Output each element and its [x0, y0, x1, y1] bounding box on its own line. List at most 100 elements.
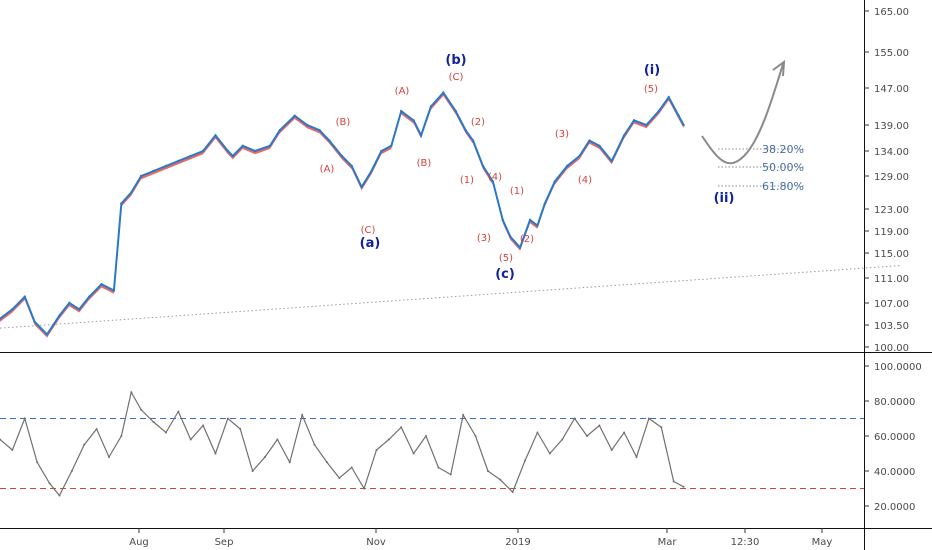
oscillator-tick-label: 80.0000: [874, 397, 915, 408]
wave-label-minor: (B): [336, 117, 351, 128]
price-point: [226, 149, 230, 153]
wave-label-minor: (C): [449, 72, 464, 83]
time-tick-label: May: [812, 537, 833, 548]
oscillator-point: [189, 438, 192, 441]
price-point: [318, 129, 321, 132]
price-point: [632, 119, 636, 122]
price-range-band[interactable]: [0, 92, 684, 338]
price-point: [278, 129, 282, 132]
oscillator-point: [585, 435, 588, 437]
oscillator-point: [276, 438, 279, 441]
oscillator-point: [338, 477, 341, 479]
price-tick-label: 103.50: [874, 321, 909, 332]
price-point: [328, 139, 331, 142]
price-point: [231, 154, 235, 158]
price-point: [87, 295, 91, 298]
price-point: [139, 174, 143, 178]
price-point: [528, 218, 532, 222]
price-point: [268, 144, 272, 147]
price-point: [68, 301, 71, 305]
oscillator-point: [437, 466, 440, 469]
price-point: [78, 308, 81, 311]
oscillator-point: [635, 456, 638, 458]
oscillator-tick-label: 40.0000: [874, 467, 915, 478]
projection-curve: [701, 63, 784, 165]
oscillator-point: [239, 428, 242, 430]
wave-label-major: (i): [644, 63, 660, 78]
price-point: [464, 129, 467, 132]
price-point: [380, 149, 383, 153]
price-point: [645, 123, 648, 127]
price-point: [370, 169, 373, 173]
price-point: [340, 154, 343, 158]
price-tick-label: 119.00: [874, 227, 909, 238]
oscillator-point: [107, 456, 110, 458]
price-point: [130, 191, 133, 194]
wave-label-minor: (5): [644, 84, 658, 95]
oscillator-point: [23, 417, 26, 420]
time-tick-label: Mar: [658, 537, 678, 548]
wave-label-minor: (B): [417, 158, 432, 169]
trendline[interactable]: [0, 265, 902, 329]
oscillator-point: [647, 417, 650, 420]
price-line[interactable]: [0, 90, 685, 337]
oscillator-point: [264, 456, 267, 458]
price-point: [419, 134, 423, 137]
price-point: [253, 149, 257, 153]
wave-label-major: (a): [360, 236, 381, 251]
price-point: [501, 218, 504, 222]
time-tick-label: Nov: [366, 537, 386, 548]
oscillator-point: [0, 438, 1, 441]
oscillator-point: [424, 435, 427, 437]
price-point: [23, 295, 26, 298]
price-tick-label: 155.00: [874, 48, 909, 59]
price-tick-label: 129.00: [874, 172, 909, 183]
oscillator-tick-label: 20.0000: [874, 502, 915, 513]
price-tick-label: 123.00: [874, 205, 909, 216]
oscillator-point: [499, 478, 502, 481]
time-tick-label: 12:30: [731, 537, 760, 548]
oscillator-point: [120, 435, 123, 437]
oscillator-pane[interactable]: [0, 390, 864, 497]
oscillator-line[interactable]: [0, 390, 684, 497]
time-tick-label: Sep: [215, 537, 234, 548]
price-point: [481, 164, 485, 168]
annotations: 38.20% 50.00% 61.80% (A) (B) (C) (A) (B) (C) (1) (…: [320, 53, 805, 282]
oscillator-point: [682, 485, 685, 488]
fib-level-label: 38.20%: [762, 143, 804, 156]
oscillator-point: [288, 461, 291, 464]
fib-level-label: 61.80%: [762, 180, 804, 193]
price-tick-label: 165.00: [874, 7, 909, 18]
wave-label-minor: (A): [395, 86, 410, 97]
wave-label-minor: (2): [471, 117, 485, 128]
price-point: [491, 180, 495, 183]
oscillator-point: [36, 461, 39, 464]
price-point: [164, 164, 168, 168]
wave-label-minor: (1): [460, 175, 474, 186]
price-point: [565, 164, 569, 168]
wave-label-minor: (1): [510, 186, 524, 197]
wave-label-minor: (4): [578, 175, 592, 186]
price-point: [201, 149, 205, 153]
oscillator-point: [474, 435, 477, 437]
price-point: [682, 123, 685, 127]
oscillator-point: [511, 491, 514, 493]
oscillator-point: [449, 473, 452, 476]
price-point: [241, 144, 244, 147]
price-pane[interactable]: [0, 90, 902, 338]
price-point: [33, 320, 36, 324]
wave-label-minor: (3): [477, 233, 491, 244]
oscillator-point: [251, 470, 254, 472]
wave-label-minor: (C): [361, 225, 376, 236]
price-point: [518, 246, 522, 249]
oscillator-point: [548, 452, 551, 455]
oscillator-point: [610, 449, 613, 451]
oscillator-point: [524, 459, 527, 462]
time-tick-label: Aug: [129, 537, 149, 548]
oscillator-point: [11, 449, 14, 451]
oscillator-point: [58, 494, 61, 497]
oscillator-point: [130, 391, 133, 394]
oscillator-point: [623, 431, 626, 434]
